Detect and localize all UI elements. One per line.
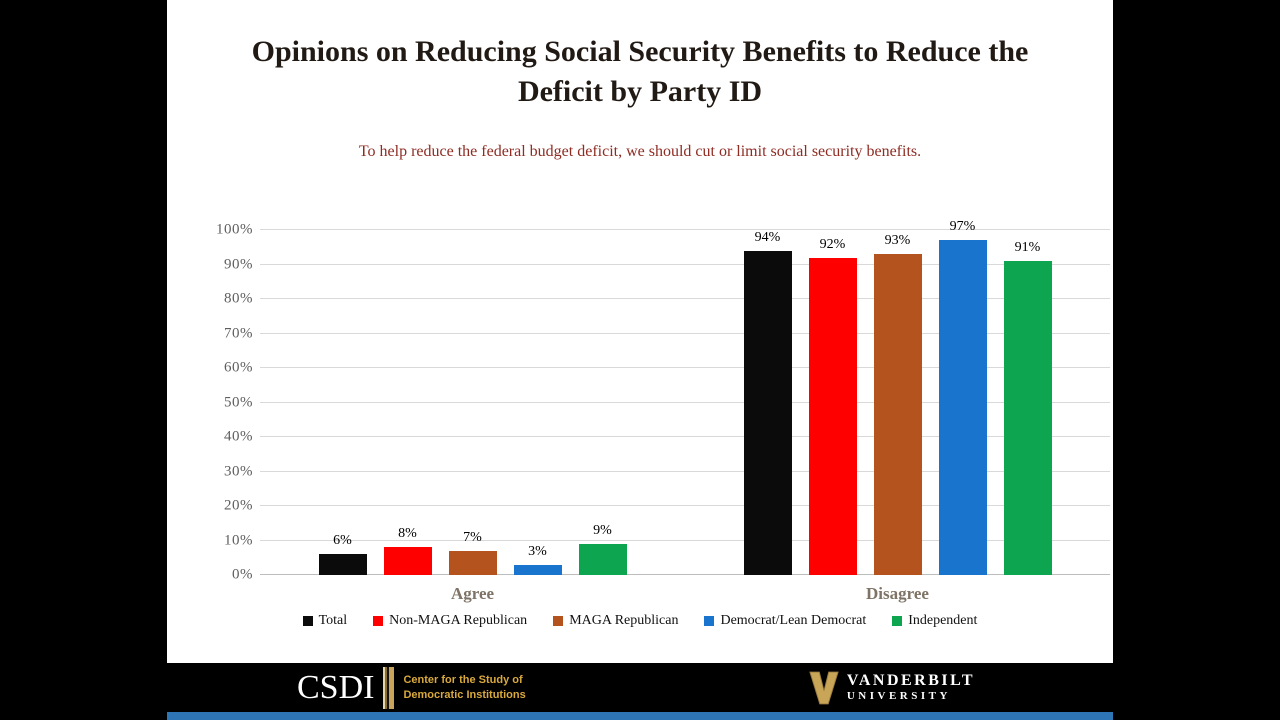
gridline-10: [260, 539, 1110, 541]
bar-slot-disagree-democrat-lean-democrat: 97%: [938, 219, 987, 575]
legend-label-democrat-lean-democrat: Democrat/Lean Democrat: [720, 613, 867, 628]
legend-swatch-maga-republican: [553, 616, 564, 626]
legend-swatch-democrat-lean-democrat: [704, 616, 715, 626]
legend-item-independent: Independent: [892, 613, 977, 629]
legend-label-maga-republican: MAGA Republican: [569, 613, 679, 628]
bar-value-agree-maga-republican: 7%: [463, 529, 482, 545]
gridline-50: [260, 401, 1110, 403]
csdi-column-icon: [383, 666, 395, 709]
bar-chart: 0% 10% 20% 30% 40% 50% 60% 70% 80% 90% 100% 6% 8% 7%…: [167, 219, 1113, 583]
chart-subtitle: To help reduce the federal budget defici…: [358, 143, 922, 160]
gridline-60: [260, 367, 1110, 368]
category-label-disagree: Disagree: [866, 584, 929, 603]
bottom-accent-strip: [167, 712, 1113, 720]
bar-slot-agree-total: 6%: [318, 230, 367, 575]
y-tick-40: 40%: [224, 428, 253, 445]
csdi-name: Center for the Study of Democratic Insti…: [403, 673, 525, 702]
bar-disagree-independent: [1003, 261, 1052, 575]
bar-slot-disagree-maga-republican: 93%: [873, 230, 922, 575]
y-tick-20: 20%: [224, 497, 253, 514]
legend-swatch-total: [302, 616, 313, 626]
bar-value-disagree-non-maga-republican: 92%: [819, 236, 846, 252]
gridline-40: [260, 436, 1110, 437]
vanderbilt-v-icon: [809, 671, 839, 704]
csdi-name-line1: Center for the Study of: [403, 674, 523, 687]
footer-bar: CSDI Center for the Study of Democratic …: [167, 663, 1113, 712]
bar-slot-agree-non-maga-republican: 8%: [383, 230, 432, 575]
bar-group-disagree: 94% 92% 93% 97% 91%: [685, 219, 1110, 575]
gridline-70: [260, 332, 1110, 334]
legend-label-non-maga-republican: Non-MAGA Republican: [389, 613, 528, 628]
vanderbilt-wordmark: VANDERBILT UNIVERSITY: [847, 672, 975, 704]
csdi-logo: CSDI Center for the Study of Democratic …: [297, 666, 526, 709]
bar-disagree-democrat-lean-democrat: [938, 240, 987, 575]
gridline-90: [260, 263, 1110, 265]
bar-groups: 6% 8% 7% 3% 9% 94% 92% 93% 97% 91%: [260, 219, 1110, 575]
bar-value-disagree-independent: 91%: [1014, 240, 1041, 256]
bar-value-agree-independent: 9%: [593, 522, 612, 538]
legend-item-non-maga-republican: Non-MAGA Republican: [373, 613, 527, 629]
y-tick-70: 70%: [224, 325, 253, 341]
bar-disagree-maga-republican: [873, 254, 922, 575]
slide: Opinions on Reducing Social Security Ben…: [167, 0, 1113, 720]
bar-group-agree: 6% 8% 7% 3% 9%: [260, 230, 685, 575]
vanderbilt-logo: VANDERBILT UNIVERSITY: [809, 670, 975, 706]
bar-agree-democrat-lean-democrat: [513, 564, 562, 575]
bar-disagree-non-maga-republican: [808, 257, 857, 575]
bar-value-disagree-democrat-lean-democrat: 97%: [949, 219, 976, 235]
gridline-80: [260, 298, 1110, 299]
chart-title: Opinions on Reducing Social Security Ben…: [251, 35, 1029, 108]
legend-item-total: Total: [302, 613, 348, 629]
legend-swatch-independent: [892, 616, 903, 626]
vanderbilt-name: VANDERBILT: [846, 671, 975, 689]
bar-agree-independent: [578, 543, 627, 575]
bar-slot-agree-democrat-lean-democrat: 3%: [513, 230, 562, 575]
bar-value-agree-non-maga-republican: 8%: [398, 526, 417, 542]
bar-value-disagree-maga-republican: 93%: [884, 233, 911, 249]
legend: Total Non-MAGA Republican MAGA Republican D…: [167, 613, 1113, 629]
bar-agree-total: [318, 554, 367, 575]
y-tick-50: 50%: [224, 394, 253, 410]
bar-disagree-total: [743, 250, 792, 575]
bar-value-disagree-total: 94%: [754, 229, 781, 245]
bar-agree-non-maga-republican: [383, 547, 432, 575]
bar-agree-maga-republican: [448, 550, 497, 575]
gridline-0: [260, 574, 1110, 575]
legend-item-democrat-lean-democrat: Democrat/Lean Democrat: [704, 613, 866, 629]
x-axis-category-labels: Agree Disagree: [260, 584, 1110, 604]
y-tick-10: 10%: [224, 532, 253, 548]
y-axis: 0% 10% 20% 30% 40% 50% 60% 70% 80% 90% 100%: [167, 222, 253, 583]
legend-label-total: Total: [318, 613, 348, 628]
y-tick-100: 100%: [216, 221, 253, 238]
legend-swatch-non-maga-republican: [373, 616, 384, 626]
gridline-100: [260, 229, 1110, 230]
y-tick-80: 80%: [224, 290, 253, 307]
y-tick-0: 0%: [232, 566, 253, 583]
gridline-30: [260, 470, 1110, 472]
bar-slot-agree-independent: 9%: [578, 230, 627, 575]
bar-slot-disagree-total: 94%: [743, 230, 792, 575]
y-tick-90: 90%: [224, 256, 253, 272]
y-tick-60: 60%: [224, 359, 253, 376]
bar-value-agree-democrat-lean-democrat: 3%: [528, 543, 547, 559]
csdi-acronym: CSDI: [297, 668, 375, 706]
y-tick-30: 30%: [224, 463, 253, 479]
bar-slot-agree-maga-republican: 7%: [448, 230, 497, 575]
bar-slot-disagree-independent: 91%: [1003, 230, 1052, 575]
legend-label-independent: Independent: [908, 613, 978, 628]
category-label-agree: Agree: [450, 584, 495, 603]
plot-area: 6% 8% 7% 3% 9% 94% 92% 93% 97% 91%: [260, 219, 1110, 575]
gridline-20: [260, 505, 1110, 506]
vanderbilt-sub: UNIVERSITY: [846, 690, 951, 703]
legend-item-maga-republican: MAGA Republican: [553, 613, 678, 629]
bar-slot-disagree-non-maga-republican: 92%: [808, 230, 857, 575]
csdi-name-line2: Democratic Institutions: [403, 688, 526, 701]
bar-value-agree-total: 6%: [333, 533, 352, 549]
